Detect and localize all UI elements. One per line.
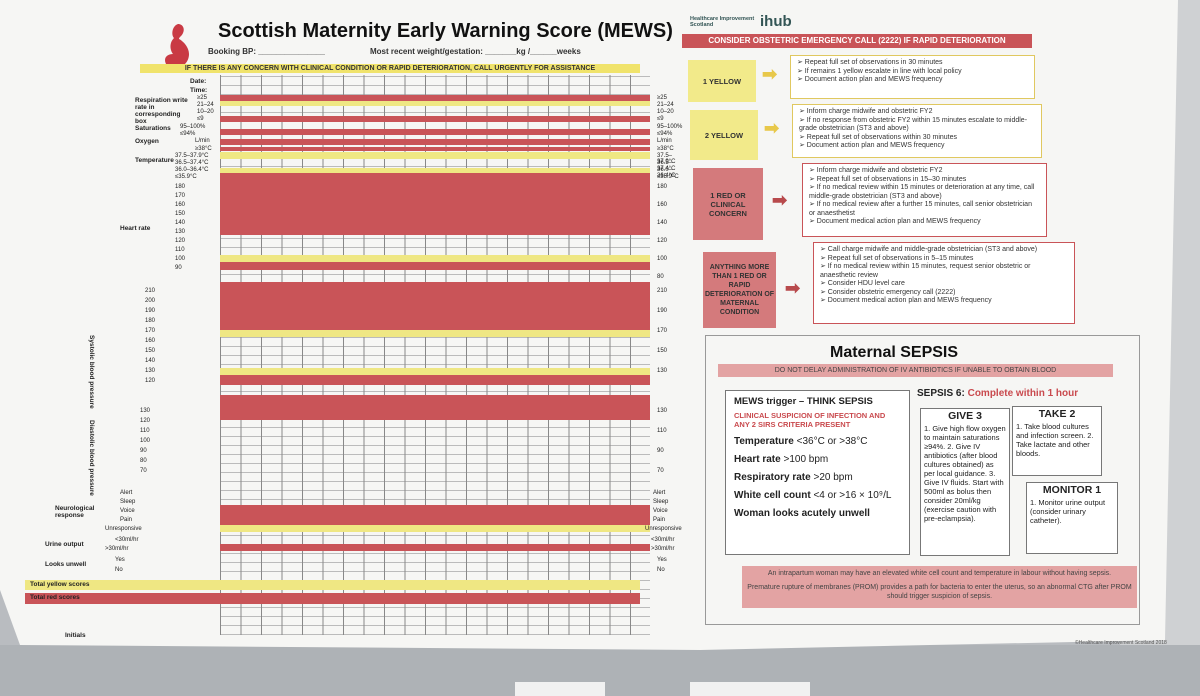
band-temp-low-yellow xyxy=(220,168,650,173)
band-neuro-red xyxy=(220,505,650,525)
temp-value: ≥38°C xyxy=(195,146,212,152)
mews-trigger-box: MEWS trigger – THINK SEPSIS CLINICAL SUS… xyxy=(725,390,910,555)
total-red-label: Total red scores xyxy=(30,594,80,601)
heart-rate-label: Heart rate xyxy=(120,225,151,232)
initials-label: Initials xyxy=(65,632,86,639)
total-yellow-row xyxy=(25,580,640,590)
ihub-logo: ihub xyxy=(760,13,792,30)
temp-value: 36.0–36.4°C xyxy=(175,167,209,173)
resp-value: 10–20 xyxy=(197,109,214,115)
band-sys-red xyxy=(220,282,650,330)
date-label: Date: xyxy=(190,78,207,85)
sat-value: 95–100% xyxy=(180,124,206,130)
criterion-unwell: Woman looks acutely unwell xyxy=(734,508,870,519)
criterion-heart-rate: Heart rate >100 bpm xyxy=(734,454,829,465)
sticker xyxy=(690,682,810,696)
observation-grid: Date: Time: Respiration write rate in co… xyxy=(25,75,690,645)
sepsis-notes: An intrapartum woman may have an elevate… xyxy=(742,566,1137,608)
band-resp-yellow xyxy=(220,101,650,106)
urine-label: Urine output xyxy=(45,541,84,548)
booking-bp: Booking BP: _______________ xyxy=(208,47,325,56)
level-1-actions: ➢ Repeat full set of observations in 30 … xyxy=(790,55,1035,99)
suspicion-text: CLINICAL SUSPICION OF INFECTION AND ANY … xyxy=(734,411,886,429)
respiration-label: Respiration write rate in corresponding … xyxy=(135,97,188,125)
resp-value: ≤9 xyxy=(197,116,204,122)
level-1-yellow: 1 YELLOW xyxy=(688,60,756,102)
band-looks-red xyxy=(220,544,650,551)
level-more-red: ANYTHING MORE THAN 1 RED OR RAPID DETERI… xyxy=(703,252,776,328)
neuro-label: Neurological response xyxy=(55,505,95,519)
band-hr-low xyxy=(220,262,650,270)
concern-banner: IF THERE IS ANY CONCERN WITH CLINICAL CO… xyxy=(140,64,640,73)
systolic-label: Systolic blood pressure xyxy=(88,335,95,409)
sepsis-title: Maternal SEPSIS xyxy=(830,344,959,361)
total-red-row xyxy=(25,593,640,604)
time-label: Time: xyxy=(190,87,208,94)
band-hr-yellow xyxy=(220,255,650,262)
arrow-icon: ➡ xyxy=(762,64,778,84)
resp-value: ≥25 xyxy=(197,95,207,101)
resp-value: 21–24 xyxy=(197,102,214,108)
band-resp-red xyxy=(220,95,650,101)
emergency-call-bar: CONSIDER OBSTETRIC EMERGENCY CALL (2222)… xyxy=(682,34,1032,48)
band-hr-red xyxy=(220,173,650,235)
monitor-1-box: MONITOR 1 1. Monitor urine output (consi… xyxy=(1026,482,1118,554)
temp-value: ≤35.9°C xyxy=(175,174,197,180)
copyright: ©Healthcare Improvement Scotland 2018 xyxy=(1075,640,1167,646)
band-sys-yellow xyxy=(220,330,650,337)
mews-trigger-heading: MEWS trigger – THINK SEPSIS xyxy=(734,396,873,407)
band-urine-yellow xyxy=(220,525,650,532)
level-more-red-actions: ➢ Call charge midwife and middle-grade o… xyxy=(813,242,1075,324)
sepsis-six-heading: SEPSIS 6: Complete within 1 hour xyxy=(917,388,1079,399)
arrow-icon: ➡ xyxy=(785,278,801,298)
criterion-wcc: White cell count <4 or >16 × 10⁹/L xyxy=(734,490,892,501)
total-yellow-label: Total yellow scores xyxy=(30,581,90,588)
temperature-label: Temperature xyxy=(135,157,174,164)
grid-lines xyxy=(220,75,650,635)
take-2-box: TAKE 2 1. Take blood cultures and infect… xyxy=(1012,406,1102,476)
band-sys-low-red xyxy=(220,375,650,385)
temp-value: 37.5–37.9°C xyxy=(175,153,209,159)
arrow-icon: ➡ xyxy=(764,118,780,138)
pregnant-woman-icon xyxy=(165,24,189,68)
sticker xyxy=(515,682,605,696)
o2-value: L/min xyxy=(195,138,210,144)
band-o2-red xyxy=(220,139,650,145)
give-3-box: GIVE 3 1. Give high flow oxygen to maint… xyxy=(920,408,1010,556)
sat-value: ≤94% xyxy=(180,131,196,137)
band-temp-high xyxy=(220,147,650,151)
band-dia-red xyxy=(220,395,650,420)
level-2-actions: ➢ Inform charge midwife and obstetric FY… xyxy=(792,104,1042,158)
band-sat-red xyxy=(220,129,650,135)
antibiotics-warning: DO NOT DELAY ADMINISTRATION OF IV ANTIBI… xyxy=(718,364,1113,377)
criterion-resp-rate: Respiratory rate >20 bpm xyxy=(734,472,853,483)
recent-weight: Most recent weight/gestation: _______kg … xyxy=(370,47,581,56)
page-title: Scottish Maternity Early Warning Score (… xyxy=(218,20,673,42)
band-sys-low-yellow xyxy=(220,368,650,375)
sepsis-panel xyxy=(705,335,1140,625)
arrow-icon: ➡ xyxy=(772,190,788,210)
level-1-red: 1 RED OR CLINICAL CONCERN xyxy=(693,168,763,240)
saturations-label: Saturations xyxy=(135,125,171,132)
temp-value: 36.5–37.4°C xyxy=(175,160,209,166)
level-1-red-actions: ➢ Inform charge midwife and obstetric FY… xyxy=(802,163,1047,237)
band-resp-low xyxy=(220,116,650,122)
diastolic-label: Diastolic blood pressure xyxy=(88,420,95,496)
looks-unwell-label: Looks unwell xyxy=(45,561,87,568)
oxygen-label: Oxygen xyxy=(135,138,159,145)
level-2-yellow: 2 YELLOW xyxy=(690,110,758,160)
band-temp-yellow xyxy=(220,152,650,159)
his-logo: Healthcare Improvement Scotland xyxy=(690,16,755,28)
criterion-temperature: Temperature <36°C or >38°C xyxy=(734,436,868,447)
